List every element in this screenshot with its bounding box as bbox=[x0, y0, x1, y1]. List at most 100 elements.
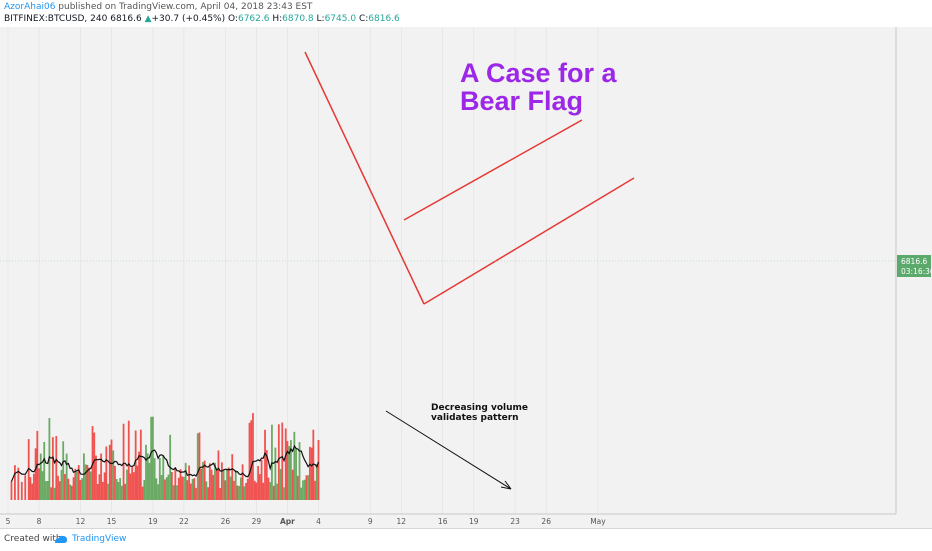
volume-bar bbox=[88, 467, 90, 500]
volume-bar bbox=[245, 482, 247, 500]
ohlc-line: BITFINEX:BTCUSD, 240 6816.6 ▲+30.7 (+0.4… bbox=[4, 14, 400, 24]
volume-bar bbox=[272, 485, 275, 500]
volume-bar bbox=[265, 450, 268, 500]
price-axis[interactable] bbox=[896, 27, 932, 528]
time-tick-label: 29 bbox=[252, 517, 262, 526]
volume-bar bbox=[205, 481, 208, 500]
volume-bar bbox=[288, 446, 291, 500]
volume-bar bbox=[29, 477, 32, 500]
time-tick-label: 9 bbox=[368, 517, 373, 526]
volume-bar bbox=[188, 465, 191, 500]
volume-bar bbox=[34, 448, 37, 500]
volume-bar bbox=[67, 478, 70, 500]
close-value: 6816.6 bbox=[368, 14, 400, 24]
chart-title-line2: Bear Flag bbox=[460, 86, 583, 116]
volume-bar bbox=[291, 469, 294, 500]
volume-bar bbox=[62, 441, 65, 500]
volume-bar bbox=[146, 453, 149, 500]
volume-bar bbox=[60, 469, 63, 500]
grid bbox=[7, 27, 599, 514]
volume-bar bbox=[131, 466, 134, 500]
volume-bar bbox=[74, 468, 77, 500]
volume-bar bbox=[83, 453, 85, 500]
tradingview-link[interactable]: TradingView bbox=[72, 534, 127, 544]
volume-bar bbox=[141, 486, 144, 500]
time-tick-label: 22 bbox=[179, 517, 189, 526]
volume-bar bbox=[222, 469, 225, 500]
volume-bar bbox=[219, 487, 222, 500]
volume-bar bbox=[114, 465, 116, 500]
time-tick-label: 5 bbox=[6, 517, 11, 526]
volume-bar bbox=[38, 468, 40, 500]
volume-bar bbox=[221, 462, 223, 500]
volume-bar bbox=[302, 480, 304, 500]
volume-bar bbox=[195, 487, 197, 500]
volume-bar bbox=[274, 447, 277, 500]
volume-bar bbox=[200, 468, 203, 500]
volume-bar bbox=[231, 454, 234, 500]
volume-bar bbox=[224, 480, 227, 500]
volume-bar bbox=[10, 481, 13, 500]
chart-header: AzorAhai06 published on TradingView.com,… bbox=[0, 0, 932, 27]
volume-bar bbox=[39, 453, 42, 500]
volume-bar bbox=[317, 439, 320, 500]
volume-bar bbox=[264, 429, 266, 500]
time-axis[interactable] bbox=[0, 514, 896, 528]
volume-bar bbox=[277, 424, 280, 500]
volume-bar bbox=[152, 416, 154, 500]
author-link[interactable]: AzorAhai06 bbox=[4, 2, 56, 12]
volume-bar bbox=[167, 474, 170, 500]
symbol-label[interactable]: BITFINEX:BTCUSD, 240 bbox=[4, 14, 108, 24]
volume-bar bbox=[58, 481, 61, 500]
time-tick-label: 23 bbox=[510, 517, 520, 526]
volume-bar bbox=[229, 476, 232, 500]
volume-bar bbox=[312, 429, 315, 500]
volume-bar bbox=[120, 485, 123, 500]
volume-bar bbox=[148, 462, 151, 500]
time-tick-label: May bbox=[590, 517, 606, 526]
volume-bar bbox=[77, 465, 80, 500]
volume-bar bbox=[103, 472, 106, 500]
upper-channel-trendline[interactable] bbox=[403, 119, 583, 221]
volume-bar bbox=[138, 451, 140, 500]
volume-bar bbox=[217, 450, 220, 500]
volume-bar bbox=[105, 446, 108, 500]
volume-bar bbox=[46, 480, 49, 500]
volume-bar bbox=[64, 474, 66, 500]
volume-bar bbox=[79, 480, 82, 500]
volume-bar bbox=[253, 480, 256, 500]
volume-bar bbox=[41, 471, 44, 500]
price-badge-value: 6816.6 bbox=[901, 257, 927, 266]
volume-bar bbox=[243, 486, 246, 500]
time-tick-label: 4 bbox=[316, 517, 321, 526]
price-badge-countdown: 03:16:36 bbox=[901, 267, 932, 276]
volume-bar bbox=[234, 470, 237, 500]
volume-bar bbox=[55, 435, 58, 500]
volume-bar bbox=[236, 485, 239, 500]
volume-bar bbox=[81, 478, 84, 500]
flagpole-trendline[interactable] bbox=[304, 51, 425, 305]
published-text: published on TradingView.com, April 04, … bbox=[58, 2, 313, 12]
volume-bar bbox=[70, 485, 73, 500]
time-tick-label: 8 bbox=[37, 517, 42, 526]
volume-bar bbox=[255, 482, 258, 500]
price-badge bbox=[897, 255, 931, 277]
volume-bar bbox=[126, 469, 128, 500]
volume-bar bbox=[43, 441, 46, 500]
volume-bar bbox=[252, 413, 254, 500]
publish-line: AzorAhai06 published on TradingView.com,… bbox=[4, 2, 312, 12]
volume-bar bbox=[172, 485, 175, 500]
high-value: 6870.8 bbox=[282, 14, 314, 24]
volume-bar bbox=[177, 477, 180, 500]
volume-bar bbox=[31, 483, 34, 500]
volume-bar bbox=[196, 433, 199, 500]
last-price: 6816.6 bbox=[110, 14, 142, 24]
volume-bar bbox=[17, 467, 20, 500]
lower-channel-trendline[interactable] bbox=[423, 177, 635, 305]
volume-bar bbox=[184, 462, 187, 500]
volume-bar bbox=[314, 480, 316, 500]
volume-bar bbox=[115, 479, 118, 500]
change-arrow-icon: ▲ bbox=[144, 14, 152, 24]
volume-bar bbox=[267, 477, 270, 500]
price-chart[interactable]: A Case for a Bear Flag Decreasing volume… bbox=[0, 27, 932, 528]
